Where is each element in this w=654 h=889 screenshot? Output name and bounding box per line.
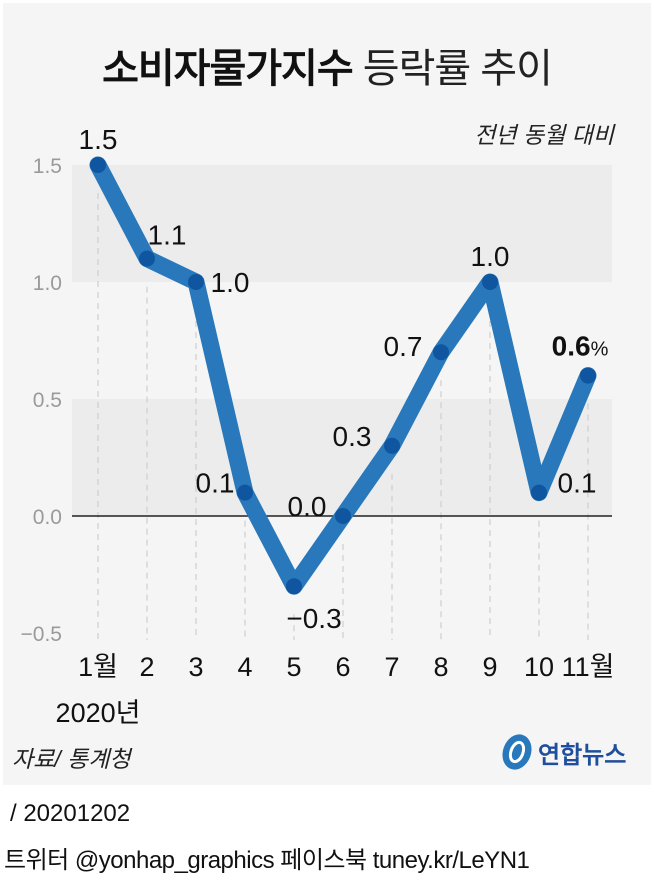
value-label: 0.6% <box>552 331 609 362</box>
value-label: 0.1 <box>196 468 235 499</box>
data-point <box>188 274 204 290</box>
value-label: 0.3 <box>333 421 372 452</box>
x-tick-label: 6 <box>335 652 350 682</box>
data-point <box>335 508 351 524</box>
x-tick-label: 10 <box>524 652 554 682</box>
value-label: 0.1 <box>558 468 597 499</box>
chart-title: 소비자물가지수 등락률 추이 <box>0 36 654 94</box>
data-point <box>482 274 498 290</box>
x-year-label: 2020년 <box>56 698 141 728</box>
y-tick-label: 0.5 <box>33 389 62 412</box>
x-tick-label: 5 <box>286 652 301 682</box>
x-tick-label: 8 <box>433 652 448 682</box>
source-label: 자료/ 통계청 <box>12 746 131 772</box>
logo-text: 연합뉴스 <box>538 741 627 769</box>
y-tick-label: −0.5 <box>21 623 62 646</box>
value-label: 0.0 <box>288 491 327 522</box>
data-point <box>139 250 155 267</box>
x-tick-label: 1월 <box>78 652 118 682</box>
social-links: 트위터 @yonhap_graphics 페이스북 tuney.kr/LeYN1 <box>4 847 530 874</box>
data-point <box>286 578 302 595</box>
yonhap-logo: 연합뉴스 <box>500 732 626 772</box>
title-bold: 소비자물가지수 <box>102 47 354 91</box>
data-point <box>90 157 106 173</box>
x-tick-label: 2 <box>139 652 154 682</box>
y-tick-label: 0.0 <box>33 506 62 529</box>
value-label: 1.0 <box>471 241 510 272</box>
chart-subtitle: 전년 동월 대비 <box>474 122 614 148</box>
line-chart: 1.5 1.0 0.5 0.0 −0.5 1.5 1.1 1.0 0.1 −0.3 0.0 0.3 0.… <box>21 124 615 728</box>
data-point <box>237 484 253 501</box>
data-point <box>580 367 596 384</box>
value-label: −0.3 <box>286 603 341 634</box>
title-regular: 등락률 추이 <box>362 47 553 91</box>
x-tick-label: 9 <box>482 652 497 682</box>
value-label: 0.7 <box>384 331 423 362</box>
data-point <box>384 437 400 454</box>
value-label: 1.1 <box>148 220 187 251</box>
yonhap-globe-icon <box>502 734 532 770</box>
x-tick-label: 11월 <box>562 652 615 682</box>
x-tick-label: 3 <box>188 652 203 682</box>
x-tick-label: 7 <box>384 652 399 682</box>
data-point <box>433 344 449 361</box>
publish-date: / 20201202 <box>10 800 131 827</box>
data-point <box>531 484 547 501</box>
x-tick-label: 4 <box>237 652 252 682</box>
value-label: 1.0 <box>211 267 250 298</box>
value-label: 1.5 <box>79 124 118 155</box>
y-tick-label: 1.0 <box>33 272 62 295</box>
chart-panel <box>3 3 651 785</box>
y-tick-label: 1.5 <box>33 155 62 178</box>
